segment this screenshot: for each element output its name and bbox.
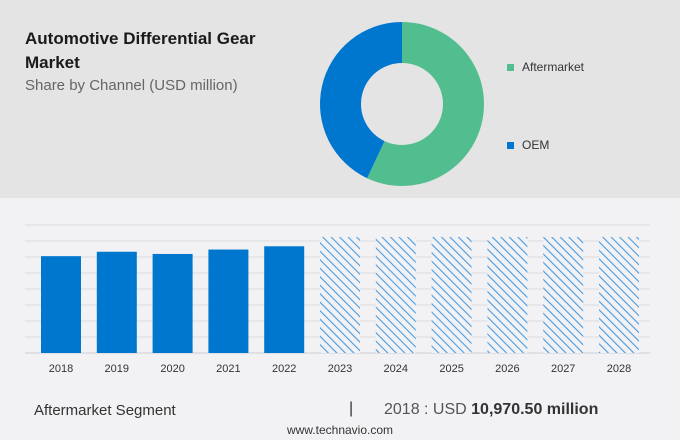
- legend-swatch: [507, 63, 514, 71]
- legend-item-oem: OEM: [507, 138, 549, 152]
- forecast-bar-2026: [487, 237, 528, 353]
- x-tick-label: 2024: [384, 363, 408, 375]
- legend-swatch: [507, 141, 514, 149]
- separator: |: [349, 400, 354, 417]
- forecast-bar-2027: [543, 237, 584, 353]
- donut-chart: [320, 21, 484, 186]
- bar-series: [41, 237, 639, 353]
- x-tick-label: 2026: [495, 363, 519, 375]
- x-tick-label: 2028: [607, 363, 631, 375]
- bar-2019: [96, 251, 137, 353]
- x-tick-label: 2027: [551, 363, 575, 375]
- chart-subtitle: Share by Channel (USD million): [25, 77, 238, 94]
- x-tick-label: 2025: [439, 363, 463, 375]
- chart-title: Automotive Differential Gear Market: [25, 29, 256, 72]
- donut-slice-aftermarket: [367, 21, 484, 186]
- year-prefix: 2018 : USD: [384, 401, 472, 418]
- x-tick-label: 2019: [105, 363, 129, 375]
- website-link[interactable]: www.technavio.com: [286, 423, 394, 437]
- x-tick-label: 2018: [49, 363, 73, 375]
- forecast-bar-2025: [431, 237, 472, 353]
- forecast-bar-2028: [599, 237, 639, 353]
- x-tick-label: 2021: [216, 363, 240, 375]
- bar-2020: [152, 253, 193, 353]
- legend-label: Aftermarket: [522, 60, 585, 74]
- value-amount: 10,970.50 million: [471, 401, 599, 418]
- bar-2022: [264, 246, 305, 353]
- x-axis-labels: 2018 2019 2020 2021 2022 2023 2024 2025 2026 2027…: [49, 363, 631, 375]
- forecast-bar-2024: [375, 237, 416, 353]
- bar-2021: [208, 249, 249, 353]
- x-tick-label: 2022: [272, 363, 296, 375]
- donut-slice-oem: [320, 22, 402, 179]
- segment-value: 2018 : USD 10,970.50 million: [384, 401, 598, 419]
- legend-label: OEM: [522, 138, 550, 152]
- x-tick-label: 2020: [160, 363, 184, 375]
- x-tick-label: 2023: [328, 363, 352, 375]
- bar-2018: [41, 256, 81, 353]
- forecast-bar-2023: [320, 237, 360, 353]
- segment-label: Aftermarket Segment: [34, 402, 176, 419]
- legend-item-aftermarket: Aftermarket: [507, 60, 584, 74]
